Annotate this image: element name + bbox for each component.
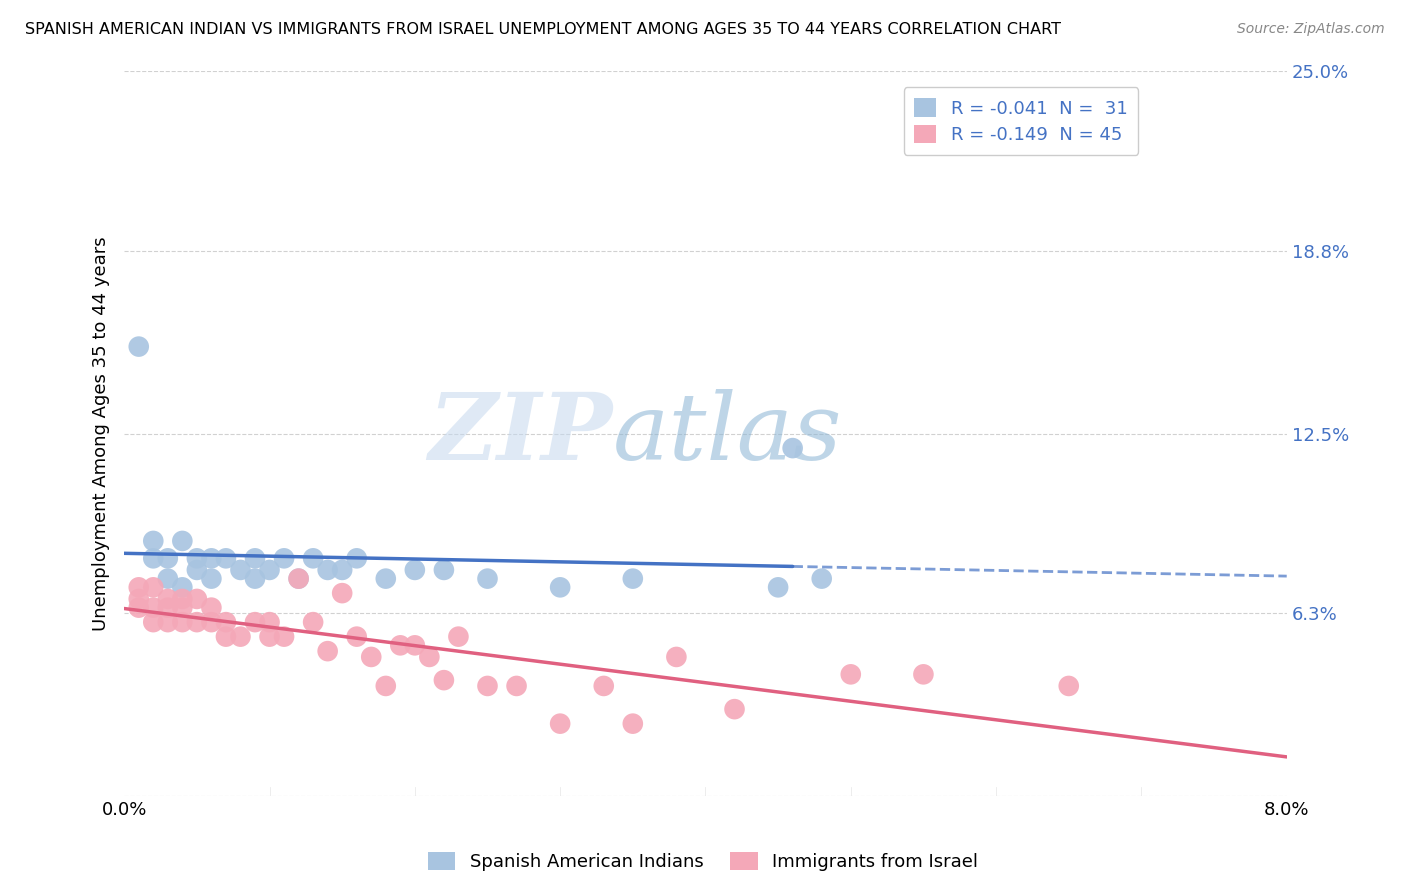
Point bbox=[243, 551, 266, 566]
Point bbox=[229, 630, 252, 644]
Point bbox=[156, 551, 179, 566]
Point bbox=[200, 572, 222, 586]
Point bbox=[128, 340, 150, 354]
Point bbox=[243, 572, 266, 586]
Text: SPANISH AMERICAN INDIAN VS IMMIGRANTS FROM ISRAEL UNEMPLOYMENT AMONG AGES 35 TO : SPANISH AMERICAN INDIAN VS IMMIGRANTS FR… bbox=[25, 22, 1062, 37]
Point bbox=[477, 572, 499, 586]
Point bbox=[200, 615, 222, 629]
Legend: Spanish American Indians, Immigrants from Israel: Spanish American Indians, Immigrants fro… bbox=[420, 845, 986, 879]
Point bbox=[477, 679, 499, 693]
Point bbox=[360, 649, 382, 664]
Point bbox=[374, 679, 396, 693]
Point bbox=[665, 649, 688, 664]
Point bbox=[404, 638, 426, 652]
Point bbox=[346, 630, 368, 644]
Point bbox=[186, 551, 208, 566]
Point bbox=[592, 679, 614, 693]
Point bbox=[200, 551, 222, 566]
Point bbox=[142, 551, 165, 566]
Text: Source: ZipAtlas.com: Source: ZipAtlas.com bbox=[1237, 22, 1385, 37]
Point bbox=[128, 580, 150, 594]
Point bbox=[142, 615, 165, 629]
Point bbox=[548, 580, 571, 594]
Point bbox=[186, 615, 208, 629]
Point bbox=[839, 667, 862, 681]
Point bbox=[186, 563, 208, 577]
Point bbox=[156, 615, 179, 629]
Point bbox=[172, 615, 194, 629]
Point bbox=[259, 563, 281, 577]
Point bbox=[433, 563, 456, 577]
Point bbox=[273, 630, 295, 644]
Point bbox=[1057, 679, 1080, 693]
Point bbox=[374, 572, 396, 586]
Point bbox=[433, 673, 456, 687]
Point bbox=[302, 615, 325, 629]
Point bbox=[505, 679, 527, 693]
Point bbox=[912, 667, 935, 681]
Point bbox=[330, 586, 353, 600]
Point bbox=[548, 716, 571, 731]
Point bbox=[259, 615, 281, 629]
Point bbox=[128, 591, 150, 606]
Point bbox=[172, 580, 194, 594]
Point bbox=[200, 600, 222, 615]
Point bbox=[128, 600, 150, 615]
Point bbox=[316, 563, 339, 577]
Point bbox=[172, 600, 194, 615]
Point bbox=[215, 615, 238, 629]
Point bbox=[215, 630, 238, 644]
Point bbox=[346, 551, 368, 566]
Point bbox=[156, 591, 179, 606]
Point bbox=[142, 600, 165, 615]
Point bbox=[259, 630, 281, 644]
Point bbox=[243, 615, 266, 629]
Point bbox=[156, 572, 179, 586]
Point bbox=[156, 600, 179, 615]
Point bbox=[389, 638, 412, 652]
Point bbox=[273, 551, 295, 566]
Point bbox=[621, 572, 644, 586]
Text: ZIP: ZIP bbox=[429, 389, 613, 479]
Point bbox=[447, 630, 470, 644]
Legend: R = -0.041  N =  31, R = -0.149  N = 45: R = -0.041 N = 31, R = -0.149 N = 45 bbox=[904, 87, 1139, 155]
Point bbox=[186, 591, 208, 606]
Point bbox=[621, 716, 644, 731]
Point bbox=[287, 572, 309, 586]
Point bbox=[215, 551, 238, 566]
Point bbox=[418, 649, 440, 664]
Point bbox=[172, 591, 194, 606]
Point bbox=[302, 551, 325, 566]
Point bbox=[316, 644, 339, 658]
Point bbox=[782, 441, 804, 455]
Point bbox=[330, 563, 353, 577]
Point bbox=[723, 702, 745, 716]
Point bbox=[287, 572, 309, 586]
Point bbox=[766, 580, 789, 594]
Point bbox=[229, 563, 252, 577]
Point bbox=[404, 563, 426, 577]
Point bbox=[142, 580, 165, 594]
Point bbox=[172, 533, 194, 548]
Text: atlas: atlas bbox=[613, 389, 842, 479]
Point bbox=[810, 572, 832, 586]
Y-axis label: Unemployment Among Ages 35 to 44 years: Unemployment Among Ages 35 to 44 years bbox=[93, 236, 110, 631]
Point bbox=[142, 533, 165, 548]
